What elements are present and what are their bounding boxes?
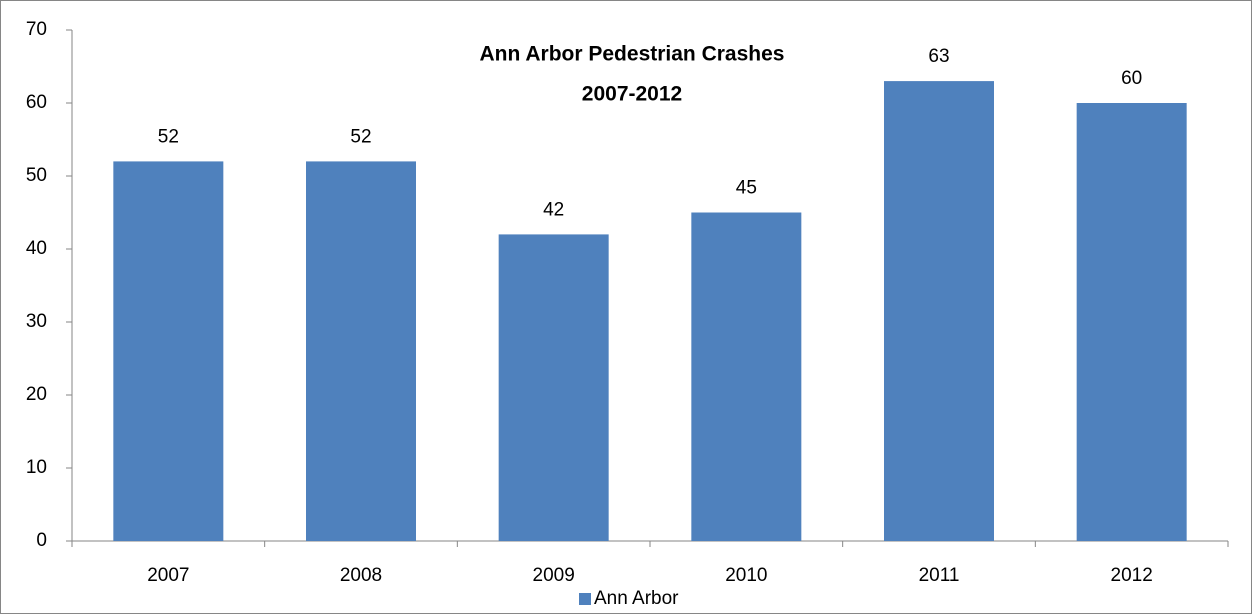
- data-label: 45: [736, 178, 757, 199]
- bar: [306, 161, 416, 541]
- data-label: 52: [158, 126, 179, 147]
- chart-subtitle: 2007-2012: [582, 83, 682, 106]
- bar: [498, 234, 609, 541]
- data-label: 52: [350, 126, 371, 147]
- chart-title: Ann Arbor Pedestrian Crashes: [480, 43, 785, 66]
- bar: [884, 81, 994, 541]
- y-tick-label: 60: [26, 92, 47, 113]
- data-label: 63: [928, 46, 949, 67]
- y-tick-label: 20: [26, 384, 47, 405]
- y-tick-label: 10: [26, 457, 47, 478]
- x-tick-label: 2012: [1111, 565, 1153, 586]
- bar: [691, 212, 802, 541]
- x-tick-label: 2009: [533, 565, 575, 586]
- legend-swatch: [579, 593, 591, 605]
- y-tick-label: 40: [26, 238, 47, 259]
- x-tick-label: 2008: [340, 565, 382, 586]
- x-tick-label: 2010: [725, 565, 767, 586]
- y-tick-label: 30: [26, 311, 47, 332]
- bar: [113, 161, 224, 541]
- x-tick-label: 2007: [147, 565, 189, 586]
- data-label: 60: [1121, 68, 1142, 89]
- legend-label: Ann Arbor: [594, 588, 679, 609]
- bar: [1076, 103, 1187, 541]
- y-tick-label: 0: [36, 530, 47, 551]
- x-tick-label: 2011: [919, 565, 960, 586]
- y-tick-label: 70: [26, 19, 47, 40]
- y-tick-label: 50: [26, 165, 47, 186]
- data-label: 42: [543, 199, 564, 220]
